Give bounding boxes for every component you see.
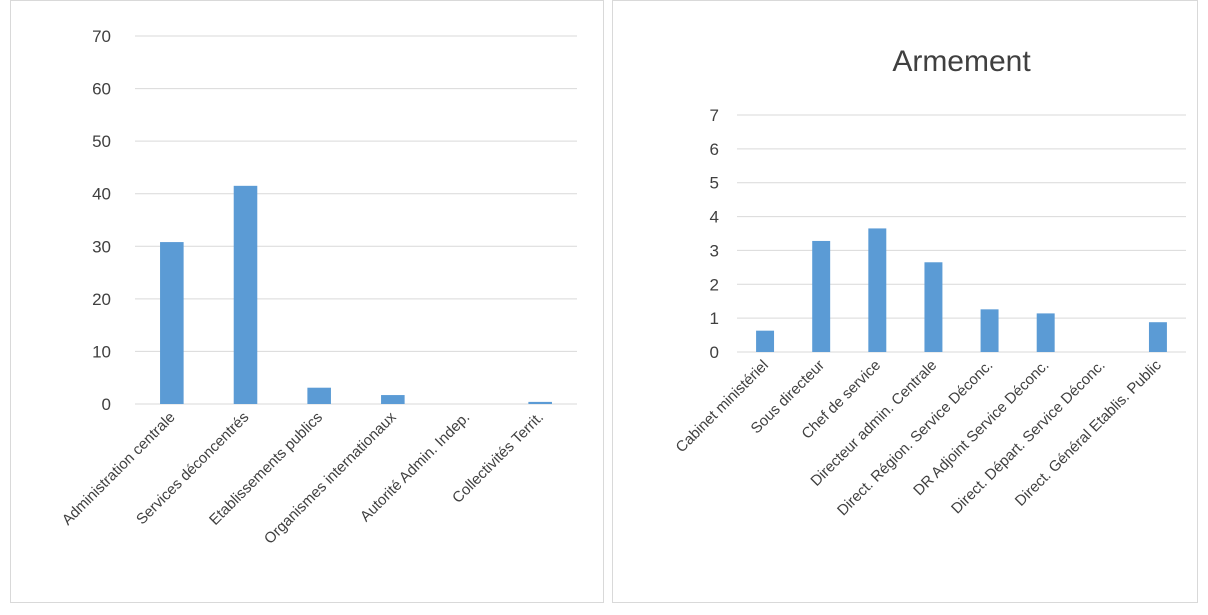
bar	[381, 395, 405, 404]
y-tick-label: 6	[710, 140, 719, 159]
chart-panel-left: 0 10 20 30 40 50 60 70 Administration centrale Se…	[10, 0, 604, 603]
y-tick-label: 40	[92, 185, 111, 204]
y-tick-label: 0	[710, 343, 719, 362]
y-tick-label: 10	[92, 342, 111, 361]
bar	[307, 387, 331, 404]
bar	[528, 401, 552, 404]
y-tick-label: 3	[710, 241, 719, 260]
bar	[233, 185, 258, 404]
x-category-label: Organismes internationaux	[261, 408, 400, 547]
y-tick-label: 60	[92, 80, 111, 99]
y-tick-label: 20	[92, 290, 111, 309]
y-tick-label: 1	[710, 309, 719, 328]
bar	[980, 309, 999, 352]
y-tick-label: 7	[710, 106, 719, 125]
chart-panel-right: Armement 0 1 2 3 4 5 6 7 Cabinet ministériel Sous …	[612, 0, 1198, 603]
bar	[868, 228, 887, 352]
bar	[1148, 322, 1167, 352]
y-tick-label: 5	[710, 174, 719, 193]
bar	[160, 242, 184, 404]
y-tick-label: 2	[710, 275, 719, 294]
chart-title: Armement	[892, 45, 1031, 78]
y-tick-label: 70	[92, 27, 111, 46]
bar	[812, 240, 831, 352]
x-category-label: Cabinet ministériel	[673, 357, 772, 456]
bar	[1036, 313, 1055, 352]
bar	[756, 330, 775, 352]
y-tick-label: 4	[710, 208, 719, 227]
y-tick-label: 0	[102, 395, 111, 414]
y-tick-label: 30	[92, 237, 111, 256]
y-tick-label: 50	[92, 132, 111, 151]
bar	[924, 262, 943, 352]
